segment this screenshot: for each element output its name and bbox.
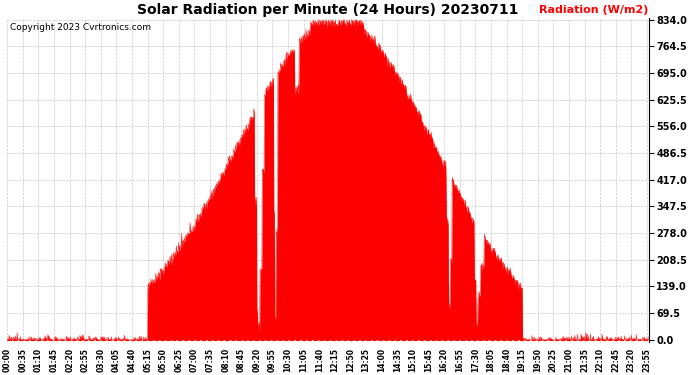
Text: Radiation (W/m2): Radiation (W/m2) — [540, 5, 649, 15]
Title: Solar Radiation per Minute (24 Hours) 20230711: Solar Radiation per Minute (24 Hours) 20… — [137, 3, 519, 17]
Text: Copyright 2023 Cvrtronics.com: Copyright 2023 Cvrtronics.com — [10, 23, 152, 32]
